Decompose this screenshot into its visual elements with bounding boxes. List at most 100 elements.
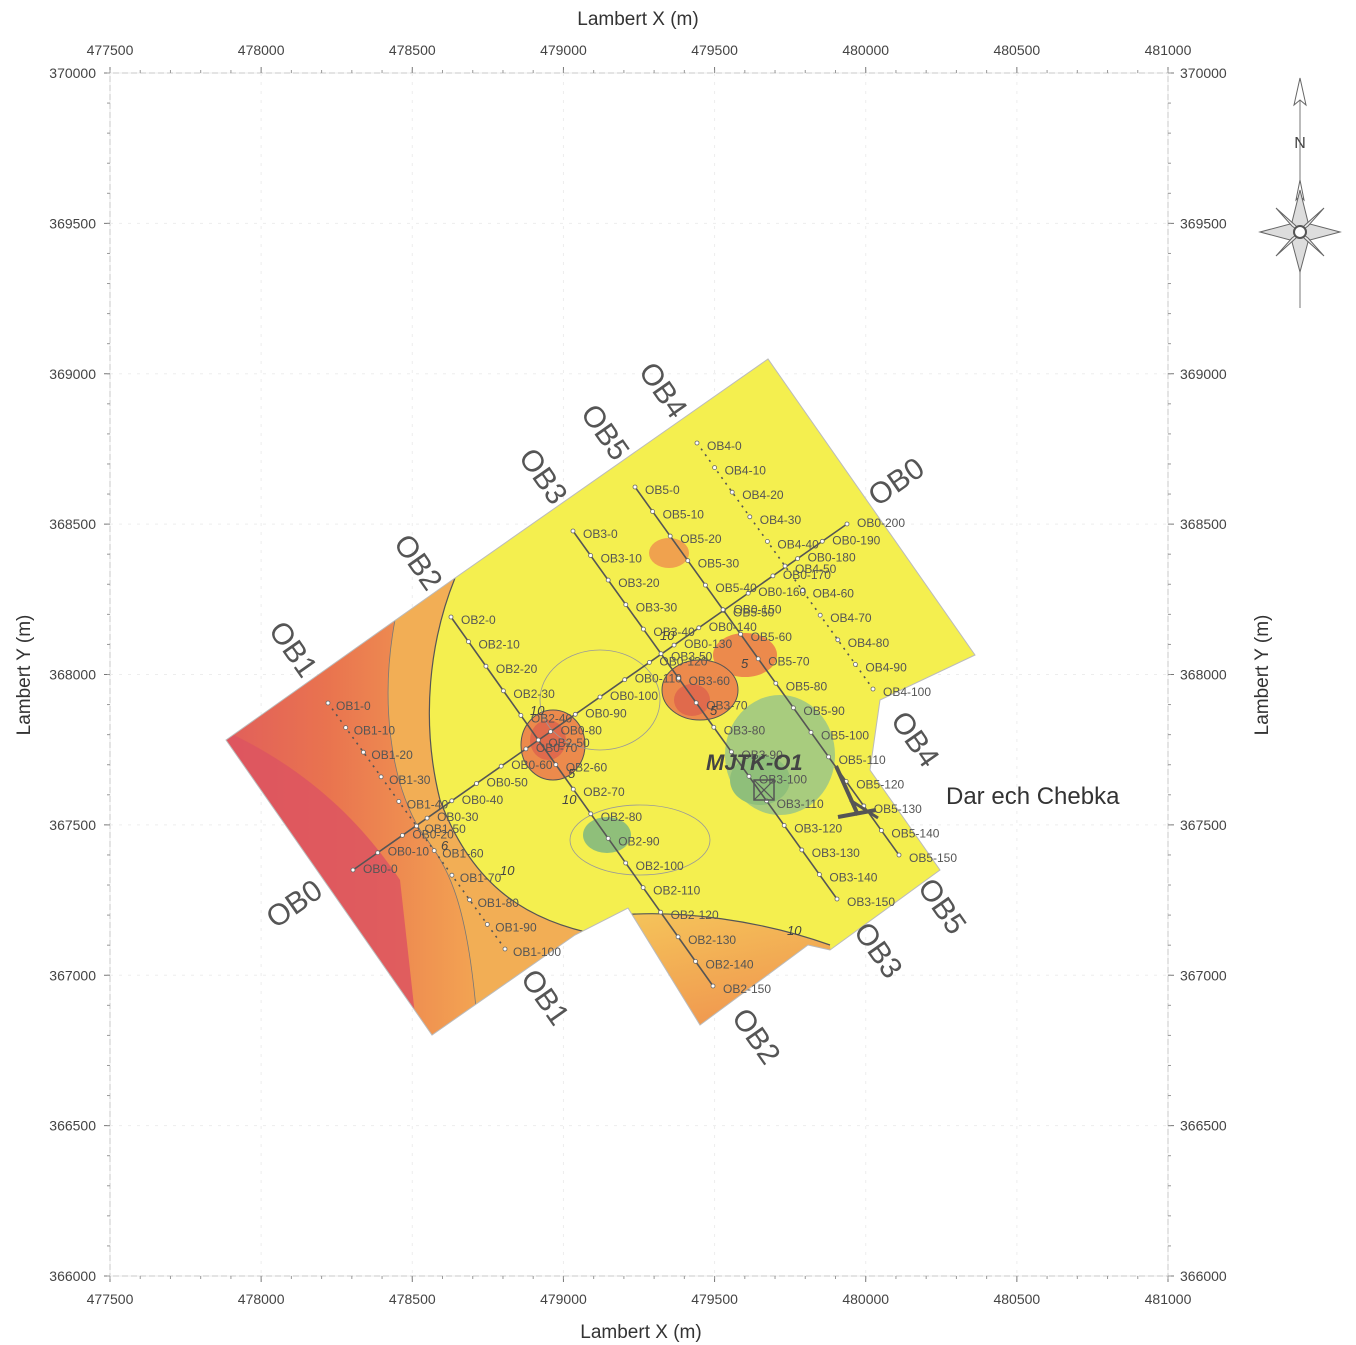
- station-label: OB5-50: [733, 606, 775, 620]
- contour-line: [569, 804, 711, 876]
- station-point: [729, 489, 735, 495]
- station-point: [375, 850, 381, 856]
- station-label: OB5-10: [663, 508, 705, 522]
- station-label: OB2-60: [566, 761, 608, 775]
- station-point: [703, 582, 708, 588]
- station-label: OB0-40: [462, 793, 504, 807]
- contour-line: [387, 619, 481, 1035]
- station-label: OB2-150: [723, 982, 771, 996]
- station-label: OB3-130: [812, 846, 860, 860]
- x-tick-label-bottom: 479500: [691, 1291, 738, 1307]
- contour-label: 5: [741, 656, 749, 671]
- station-label: OB3-150: [847, 895, 895, 909]
- station-point: [449, 872, 455, 878]
- x-tick-label-bottom: 481000: [1145, 1291, 1192, 1307]
- station-label: OB2-70: [583, 785, 625, 799]
- station-point: [685, 558, 691, 563]
- station-point: [671, 642, 677, 648]
- station-label: OB0-30: [437, 810, 479, 824]
- station-point: [658, 651, 664, 657]
- station-point: [641, 626, 646, 632]
- station-point: [693, 700, 699, 706]
- station-point: [553, 762, 559, 767]
- station-point: [834, 896, 840, 902]
- station-point: [466, 639, 471, 644]
- station-point: [449, 798, 455, 804]
- station-label: OB3-30: [636, 601, 678, 615]
- station-label: OB5-120: [856, 777, 904, 791]
- station-point: [770, 573, 776, 579]
- station-point: [738, 631, 743, 637]
- station-point: [597, 694, 603, 700]
- x-tick-label-top: 481000: [1145, 42, 1192, 58]
- station-label: OB3-10: [601, 552, 643, 566]
- station-label: OB5-0: [645, 483, 680, 497]
- station-point: [623, 602, 629, 607]
- station-label: OB2-50: [548, 736, 590, 750]
- station-label: OB1-0: [336, 699, 371, 713]
- station-label: OB4-50: [795, 562, 837, 576]
- station-point: [711, 724, 717, 730]
- station-point: [414, 823, 419, 829]
- station-point: [808, 729, 814, 735]
- station-label: OB2-20: [496, 662, 538, 676]
- station-point: [588, 553, 593, 558]
- station-label: OB2-80: [601, 810, 643, 824]
- station-label: OB4-80: [848, 636, 890, 650]
- station-label: OB5-80: [786, 679, 828, 693]
- station-label: OB1-40: [407, 797, 449, 811]
- station-label: OB4-10: [725, 464, 767, 478]
- station-label: OB0-160: [758, 585, 806, 599]
- station-point: [800, 588, 805, 593]
- contour-line: [428, 577, 601, 936]
- station-label: OB2-120: [671, 908, 719, 922]
- station-label: OB5-60: [751, 630, 793, 644]
- y-tick-label-left: 370000: [49, 65, 96, 81]
- station-label: OB0-170: [783, 568, 831, 582]
- axis-ticks: 477500 477500 478000 478000 478500 478500 4790…: [49, 42, 1227, 1307]
- anomaly-ob5-20: [649, 538, 689, 568]
- station-point: [835, 637, 841, 643]
- map-grid: [109, 72, 1169, 1277]
- station-label: OB2-30: [513, 687, 555, 701]
- station-label: OB0-90: [585, 706, 627, 720]
- y-tick-label-left: 369500: [49, 215, 96, 231]
- y-tick-label-right: 366500: [1180, 1118, 1227, 1134]
- station-point: [498, 763, 504, 769]
- y-tick-label-left: 368500: [49, 516, 96, 532]
- station-point: [570, 786, 576, 792]
- contour-label: 10: [787, 923, 802, 938]
- anomaly-ob2-40-core: [530, 720, 566, 760]
- x-tick-label-bottom: 480500: [993, 1291, 1040, 1307]
- station-point: [535, 737, 541, 743]
- station-label: OB0-190: [832, 533, 880, 547]
- station-label: OB2-130: [688, 933, 736, 947]
- x-tick-label-bottom: 477500: [87, 1291, 134, 1307]
- station-point: [693, 959, 698, 964]
- station-point: [745, 590, 751, 596]
- station-label: OB0-150: [734, 603, 782, 617]
- station-point: [518, 713, 524, 718]
- station-point: [817, 872, 822, 877]
- station-label: OB0-200: [857, 516, 905, 530]
- station-label: OB2-0: [461, 613, 496, 627]
- station-label: OB1-60: [442, 847, 484, 861]
- y-tick-label-right: 368000: [1180, 667, 1227, 683]
- contour-label: 5: [710, 703, 718, 718]
- station-point: [605, 577, 611, 583]
- station-label: OB5-110: [839, 753, 886, 767]
- contour-label: 5: [568, 766, 576, 781]
- y-tick-label-left: 369000: [49, 366, 96, 382]
- profile-line: [572, 530, 838, 900]
- station-label: OB1-30: [389, 773, 431, 787]
- station-label: OB0-140: [709, 620, 757, 634]
- station-label: OB2-40: [531, 711, 573, 725]
- station-point: [710, 983, 716, 989]
- station-point: [483, 663, 489, 669]
- contour-label: 10: [500, 863, 515, 878]
- station-point: [712, 465, 717, 471]
- station-label: OB5-130: [874, 802, 922, 816]
- station-point: [720, 607, 726, 613]
- station-label: OB3-140: [829, 870, 877, 884]
